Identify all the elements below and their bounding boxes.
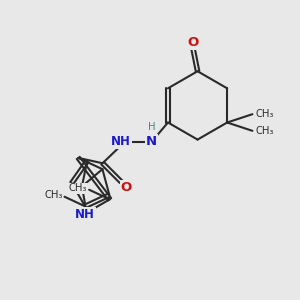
Text: N: N [146,135,157,148]
Text: O: O [121,181,132,194]
Text: NH: NH [75,208,95,221]
Text: NH: NH [111,135,131,148]
Text: CH₃: CH₃ [69,183,87,193]
Text: O: O [188,36,199,49]
Text: CH₃: CH₃ [256,109,274,119]
Text: CH₃: CH₃ [44,190,62,200]
Text: CH₃: CH₃ [256,126,274,136]
Text: H: H [148,122,155,132]
